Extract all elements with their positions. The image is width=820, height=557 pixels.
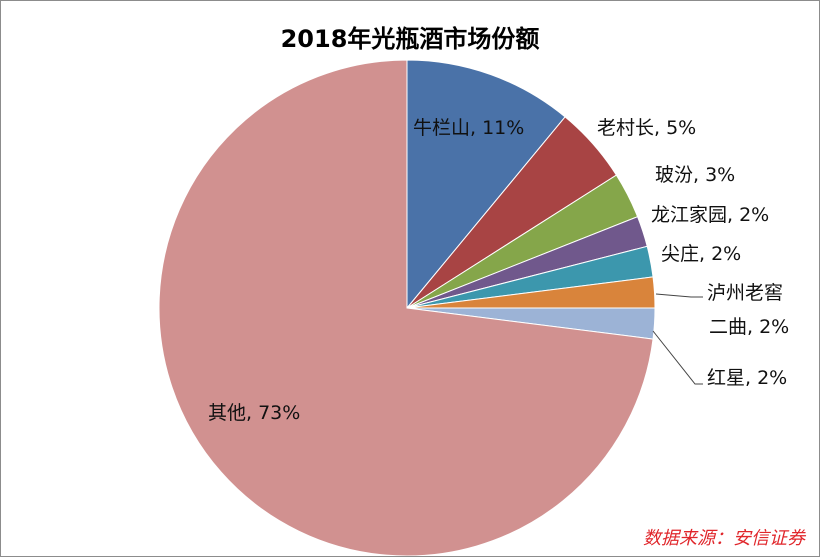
slice-label-7: 红星, 2%: [707, 367, 787, 389]
leader-line-7: [652, 330, 703, 385]
chart-title: 2018年光瓶酒市场份额: [280, 25, 540, 53]
slice-label-2: 玻汾, 3%: [655, 164, 735, 186]
pie-slice-0: [406, 59, 566, 310]
source-note: 数据来源：安信证券: [643, 528, 805, 549]
slice-label-6: 二曲, 2%: [709, 316, 789, 338]
slice-label-5: 泸州老窖: [707, 282, 783, 304]
slice-label-8: 其他, 73%: [208, 402, 300, 424]
slice-label-4: 尖庄, 2%: [661, 243, 741, 265]
leader-line-5: [655, 293, 703, 298]
pie-slice-8: [158, 59, 654, 556]
slice-label-0: 牛栏山, 11%: [413, 117, 524, 139]
slice-label-3: 龙江家园, 2%: [651, 204, 769, 226]
slice-label-1: 老村长, 5%: [597, 117, 696, 139]
